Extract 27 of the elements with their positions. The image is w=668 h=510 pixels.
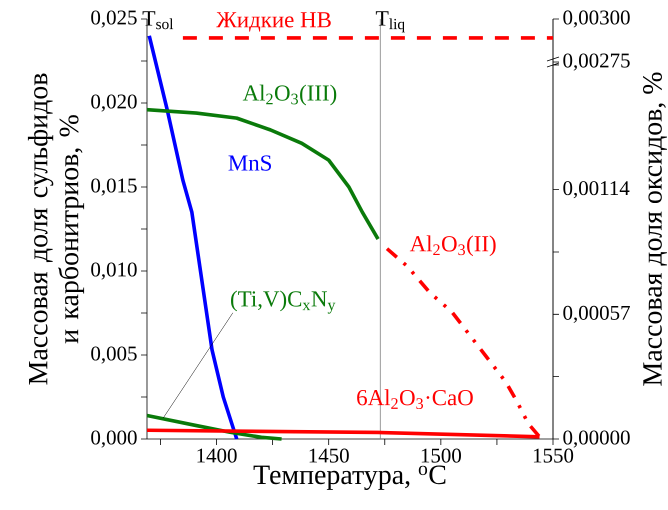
y2-axis-title: Массовая доля оксидов, % (643, 72, 667, 386)
y3-tick-label: 0,00275 (563, 53, 630, 71)
series-label: Al$_{2}$O$_{3}$(III) (242, 84, 336, 106)
x-tick-label: 1450 (310, 448, 349, 463)
ref-line-label: T$_{liq}$ (376, 11, 405, 32)
text: MnS (228, 155, 271, 171)
y-tick-label: 0,020 (91, 94, 137, 112)
y3-tick-label: 0,00300 (563, 10, 630, 28)
text: (Ti,V)C$_{x}$N$_{y}$ (231, 290, 336, 314)
annotation: T$_{sol}$ (142, 11, 174, 30)
series-label: 6Al$_{2}$O$_{3}$·CaO (357, 389, 473, 409)
series-label: Жидкие НВ (216, 12, 331, 32)
y2-tick-label: 0,00000 (563, 430, 630, 448)
y-axis-title: Массовая доля сульфидов и карбонитриов, % (28, 74, 84, 385)
y2-tick-label: 0,00114 (563, 181, 630, 198)
y-tick-label: 0,000 (91, 430, 137, 448)
y-tick-label: 0,015 (91, 178, 137, 196)
series-label: Al$_{2}$O$_{3}$(II) (410, 235, 496, 256)
x-tick-label: 1550 (534, 448, 574, 463)
x-tick-label: 1500 (422, 448, 461, 463)
x-tick-label: 1400 (197, 448, 237, 463)
y-tick-label: 0,025 (91, 10, 137, 28)
y-tick-label: 0,005 (91, 346, 137, 364)
x-axis-title: Температура, $^{o}$C (254, 465, 446, 490)
y-tick-label: 0,010 (91, 262, 137, 280)
y2-tick-label: 0,00057 (563, 306, 630, 323)
line-series (145, 108, 380, 241)
